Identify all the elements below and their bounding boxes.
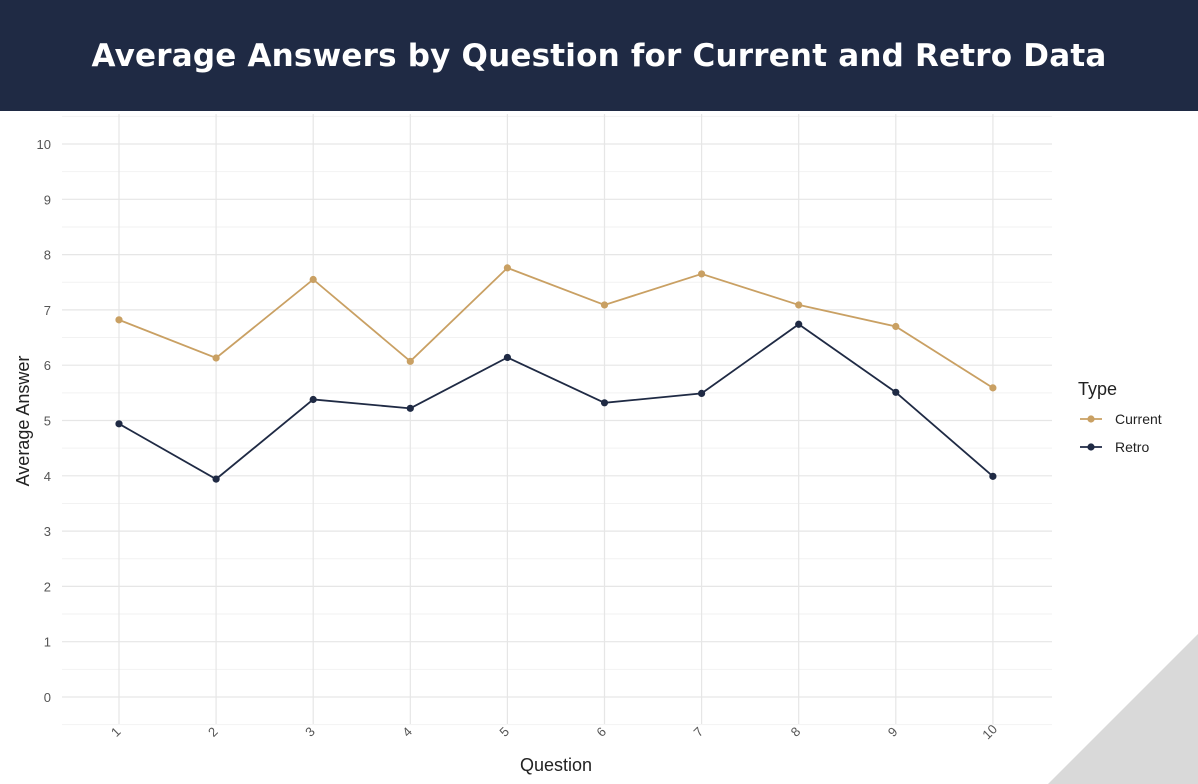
data-point-current	[698, 270, 706, 278]
series-line-current	[118, 266, 994, 389]
data-point-retro	[698, 389, 706, 398]
y-tick-label: 1	[44, 635, 51, 650]
y-tick-label: 0	[44, 690, 51, 705]
x-axis-label: Question	[520, 755, 592, 775]
legend-label: Current	[1115, 411, 1162, 427]
data-point-retro	[309, 395, 317, 404]
y-tick-label: 7	[44, 303, 51, 318]
x-tick-label: 1	[108, 724, 124, 740]
series-lines	[115, 264, 997, 483]
data-point-current	[115, 316, 123, 324]
x-tick-label: 3	[302, 724, 318, 740]
y-tick-label: 8	[44, 248, 51, 263]
data-point-current	[212, 354, 220, 362]
x-tick-label: 7	[691, 724, 707, 740]
data-point-current	[406, 357, 414, 365]
x-tick-label: 8	[788, 724, 804, 740]
data-point-retro	[503, 353, 511, 362]
x-tick-label: 9	[885, 724, 901, 740]
y-tick-labels: 0 1 2 3 4 5 6 7 8 9 10	[37, 137, 51, 705]
data-point-retro	[795, 320, 803, 328]
data-point-current	[795, 301, 803, 309]
data-point-current	[309, 275, 317, 284]
data-point-retro	[892, 388, 900, 396]
legend: Type Current Retro	[1078, 379, 1162, 455]
data-point-current	[600, 301, 609, 309]
y-tick-label: 9	[44, 192, 51, 207]
data-point-retro	[600, 399, 609, 407]
y-tick-label: 2	[44, 579, 51, 594]
grid-lines	[62, 114, 1052, 726]
data-point-retro	[115, 420, 123, 428]
title-banner: Average Answers by Question for Current …	[0, 0, 1198, 111]
series-line-retro	[118, 323, 994, 481]
y-tick-label: 10	[37, 137, 51, 152]
y-tick-label: 3	[44, 524, 51, 539]
data-point-current	[892, 322, 900, 331]
data-point-retro	[212, 475, 220, 483]
corner-decoration	[1048, 634, 1198, 784]
data-point-retro	[406, 404, 414, 412]
x-tick-label: 5	[496, 724, 512, 740]
x-tick-label: 4	[399, 724, 415, 740]
legend-title: Type	[1078, 379, 1117, 399]
data-point-current	[503, 264, 511, 272]
legend-key-point	[1087, 443, 1095, 451]
y-axis-label: Average Answer	[13, 356, 33, 487]
y-tick-label: 5	[44, 414, 51, 429]
y-tick-label: 4	[44, 469, 51, 484]
x-tick-label: 2	[205, 724, 221, 740]
chart-title: Average Answers by Question for Current …	[91, 37, 1107, 74]
data-point-retro	[989, 472, 997, 480]
legend-label: Retro	[1115, 439, 1149, 455]
x-tick-label: 6	[593, 724, 609, 740]
legend-key-point	[1087, 415, 1095, 423]
data-point-current	[989, 384, 997, 392]
y-tick-label: 6	[44, 358, 51, 373]
